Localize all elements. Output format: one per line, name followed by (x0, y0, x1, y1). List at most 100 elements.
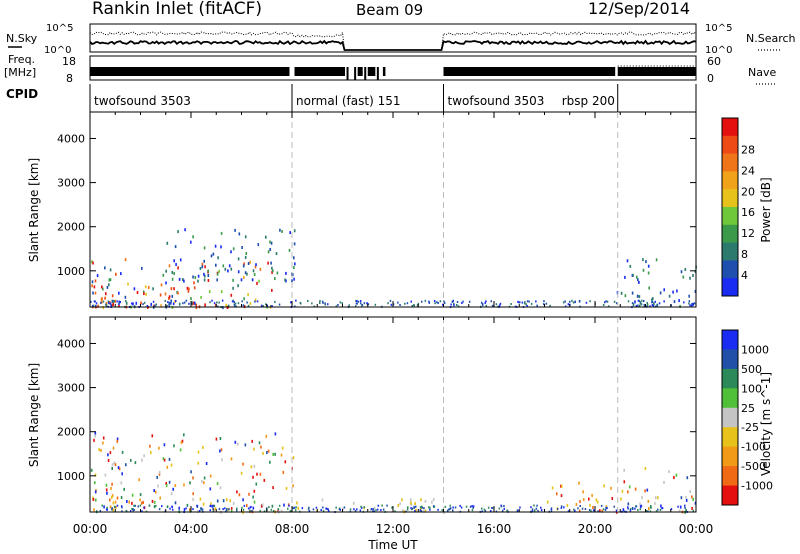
echo-cell (646, 301, 648, 304)
echo-cell (293, 266, 295, 270)
echo-cell (280, 509, 283, 513)
echo-cell (173, 259, 175, 263)
echo-cell (591, 493, 593, 497)
power-colorbar-label: Power [dB] (759, 177, 773, 242)
colorbar-swatch (722, 427, 738, 448)
echo-cell (182, 278, 184, 281)
echo-cell (125, 463, 127, 467)
echo-cell (233, 301, 235, 304)
echo-cell (650, 505, 652, 508)
echo-cell (490, 510, 492, 512)
echo-cell (684, 504, 686, 507)
echo-cell (110, 487, 112, 490)
echo-cell (441, 509, 443, 512)
echo-cell (543, 300, 545, 303)
echo-cell (281, 230, 283, 233)
echo-cell (115, 505, 117, 509)
echo-cell (599, 509, 601, 513)
echo-cell (193, 281, 195, 285)
echo-cell (169, 507, 171, 510)
echo-cell (566, 503, 569, 507)
echo-cell (654, 300, 656, 303)
echo-cell (120, 272, 122, 276)
echo-cell (349, 508, 352, 511)
y-tick-label: 4000 (57, 132, 85, 145)
echo-cell (459, 504, 461, 507)
echo-cell (693, 302, 696, 305)
echo-cell (319, 302, 321, 304)
echo-cell (645, 510, 648, 512)
nave-tick-low: 0 (707, 72, 714, 85)
echo-cell (535, 300, 537, 303)
x-tick-label: 20:00 (578, 522, 613, 536)
echo-cell (142, 303, 144, 306)
echo-cell (155, 504, 157, 507)
echo-cell (392, 303, 395, 306)
echo-cell (100, 298, 103, 301)
colorbar-swatch (722, 189, 738, 208)
echo-cell (113, 461, 116, 465)
echo-cell (95, 302, 98, 305)
echo-cell (242, 304, 245, 307)
echo-cell (682, 275, 685, 279)
echo-cell (168, 264, 171, 268)
colorbar-swatch (722, 171, 738, 190)
echo-cell (604, 508, 607, 511)
echo-cell (252, 475, 254, 479)
echo-cell (278, 303, 281, 306)
echo-cell (99, 509, 102, 512)
echo-cell (356, 302, 358, 305)
echo-cell (253, 464, 256, 468)
echo-cell (207, 274, 210, 277)
echo-cell (631, 291, 634, 295)
echo-cell (453, 303, 455, 305)
colorbar-swatch (722, 278, 738, 297)
echo-cell (245, 252, 248, 255)
freq-tick-high: 18 (62, 55, 76, 68)
echo-cell (100, 300, 103, 304)
echo-cell (335, 305, 338, 308)
echo-cell (269, 240, 271, 244)
echo-cell (434, 302, 436, 305)
freq-band (382, 67, 386, 76)
echo-cell (92, 498, 95, 501)
echo-cell (230, 267, 233, 271)
echo-cell (91, 280, 94, 284)
echo-cell (118, 303, 120, 306)
cpid-segment-label: normal (fast) 151 (296, 94, 400, 108)
echo-cell (628, 485, 631, 489)
echo-cell (641, 496, 643, 500)
echo-cell (270, 508, 273, 511)
echo-cell (285, 486, 288, 490)
echo-cell (575, 503, 578, 506)
x-tick-label: 00:00 (73, 522, 108, 536)
echo-cell (649, 305, 651, 308)
echo-cell (312, 508, 315, 511)
echo-cell (439, 300, 442, 303)
echo-cell (247, 262, 250, 265)
echo-cell (390, 303, 393, 306)
echo-cell (579, 505, 581, 507)
echo-cell (153, 489, 155, 493)
echo-cell (354, 510, 357, 513)
echo-cell (201, 479, 203, 483)
echo-cell (490, 300, 492, 303)
echo-cell (624, 294, 627, 298)
echo-cell (178, 302, 181, 306)
freq-band (90, 67, 290, 76)
echo-cell (220, 231, 223, 235)
echo-cell (279, 228, 281, 232)
echo-cell (144, 285, 147, 289)
colorbar-tick-label: -500 (741, 460, 766, 473)
echo-cell (249, 509, 251, 512)
echo-cell (432, 505, 435, 508)
echo-cell (249, 506, 251, 509)
echo-cell (265, 434, 268, 438)
echo-cell (210, 502, 212, 506)
echo-cell (692, 302, 694, 306)
echo-cell (655, 510, 658, 513)
echo-cell (168, 303, 171, 306)
freq-label-line1: Freq. (8, 53, 35, 66)
echo-cell (442, 303, 444, 306)
echo-cell (110, 304, 113, 307)
